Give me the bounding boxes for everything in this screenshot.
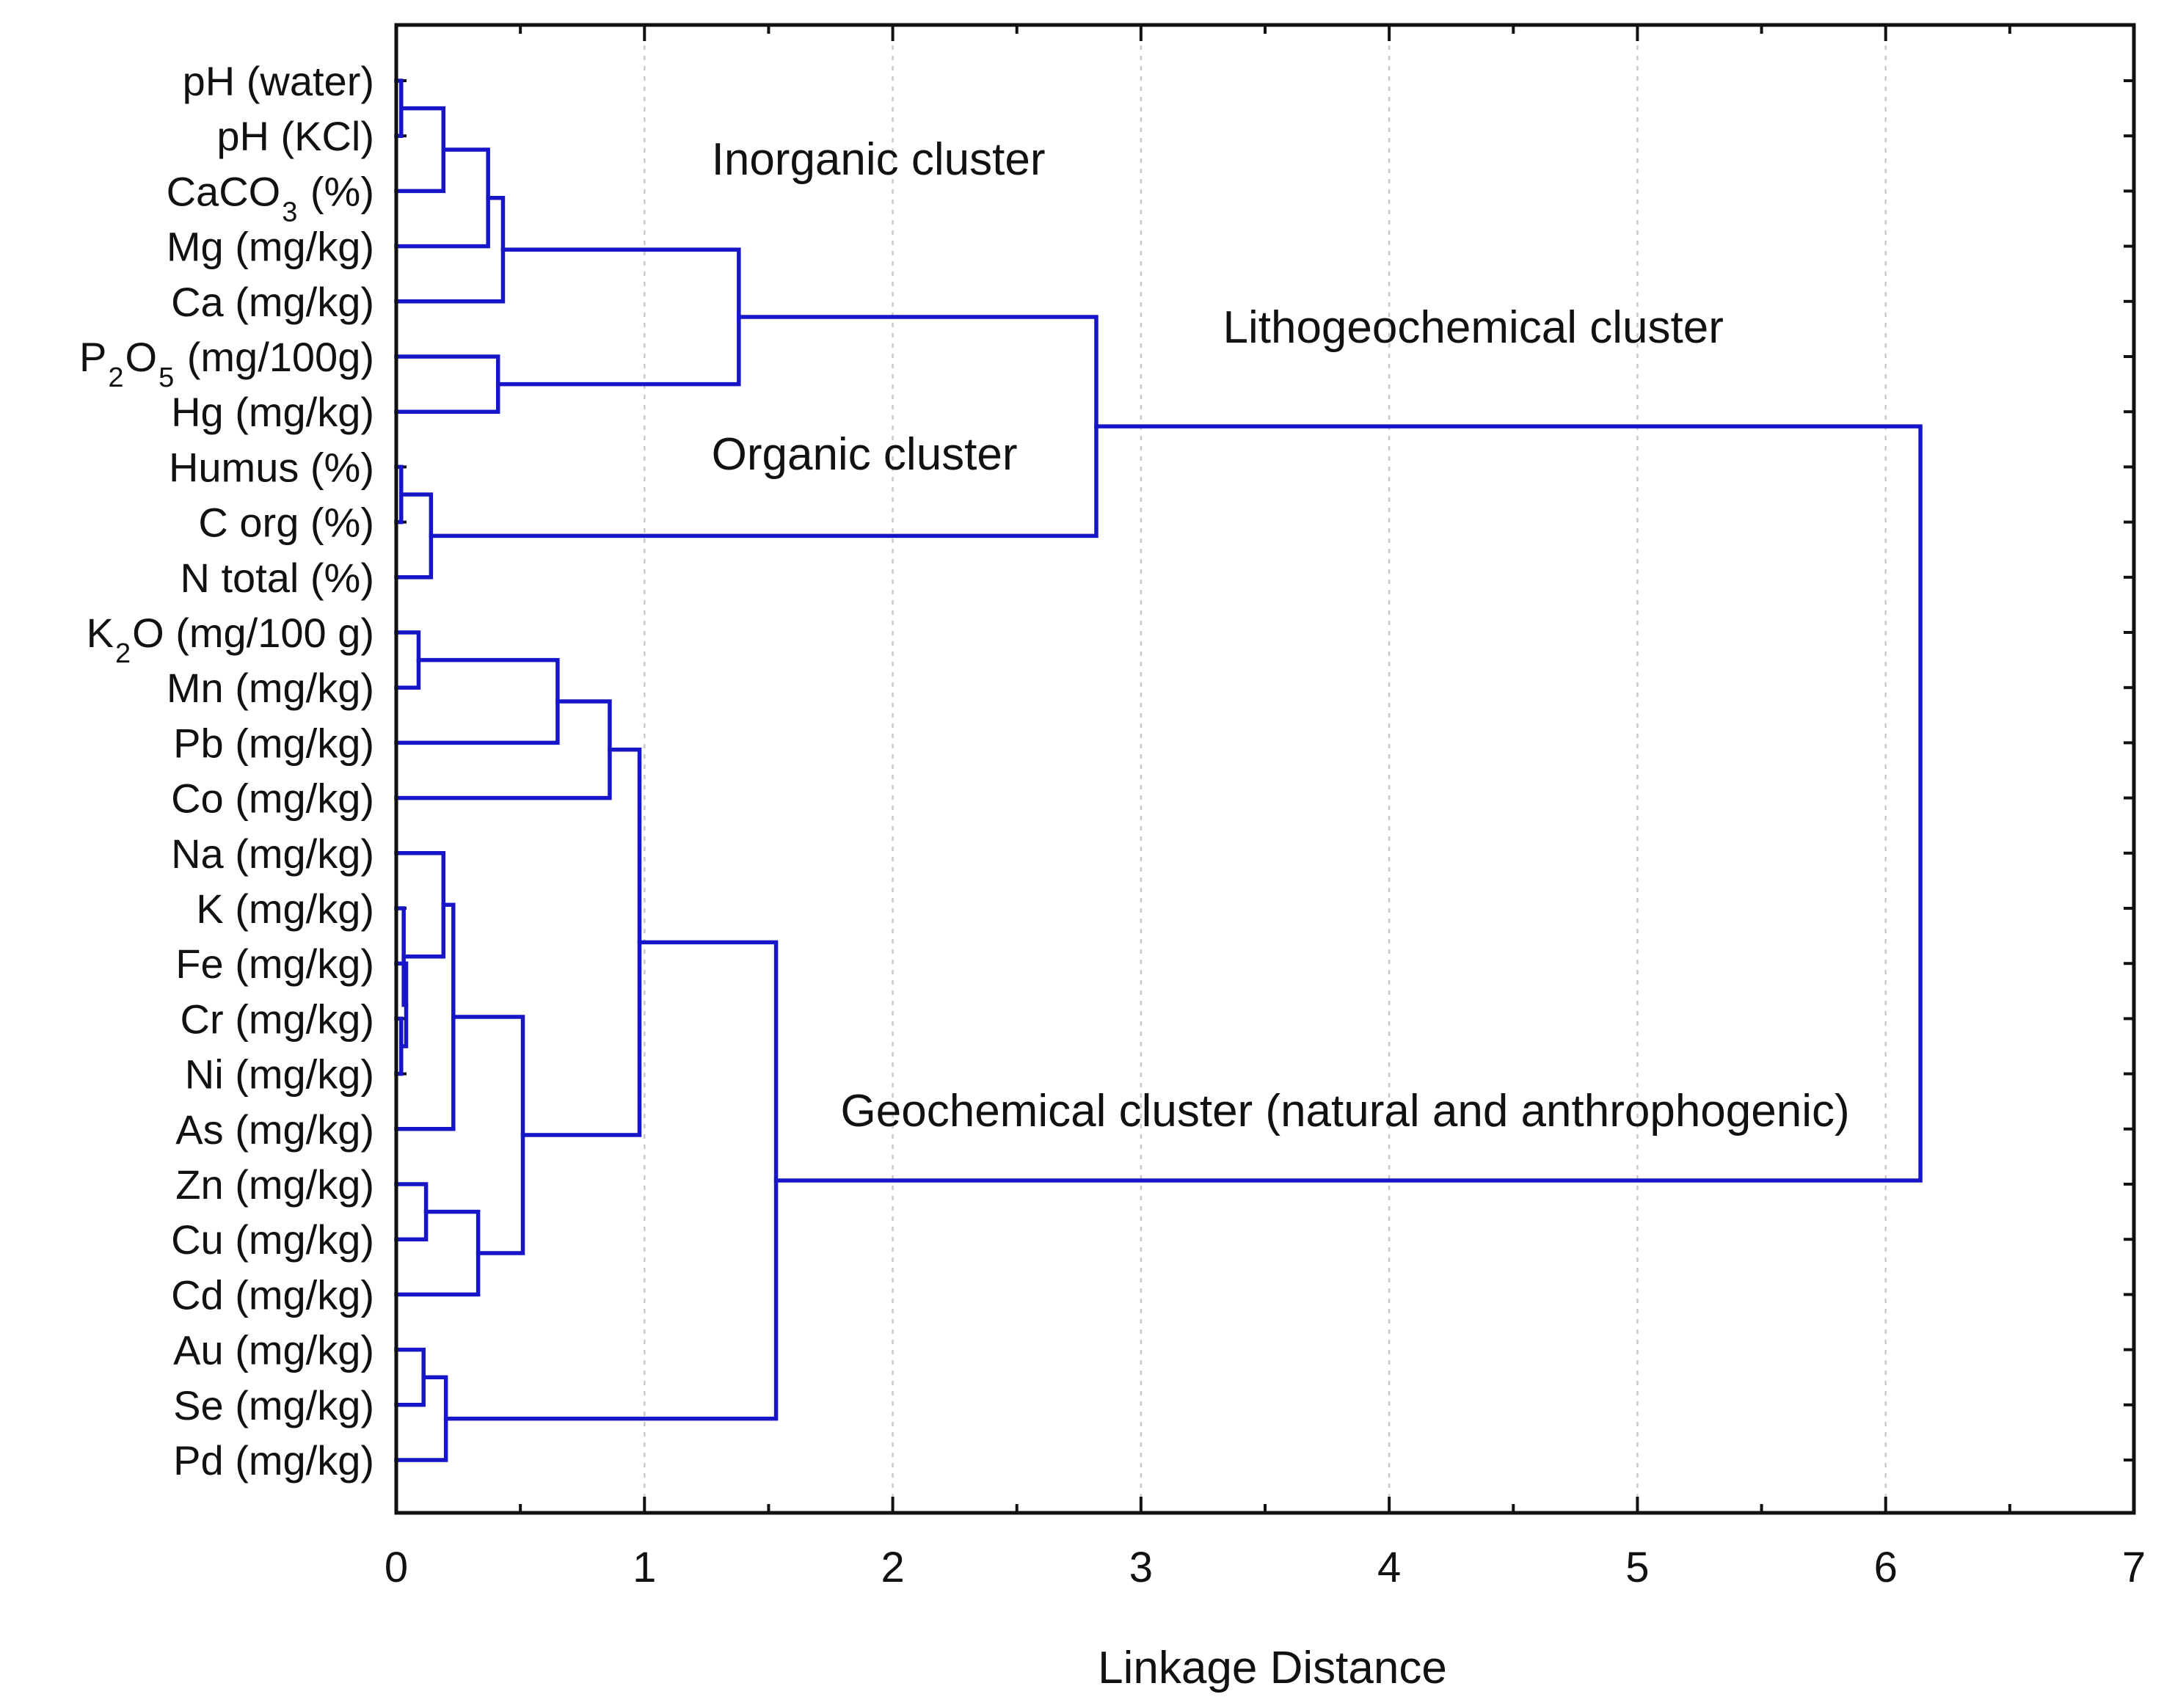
dendrogram-link	[429, 315, 1099, 539]
leaf-label: Zn (mg/kg)	[175, 1161, 374, 1208]
leaf-label: Mg (mg/kg)	[167, 224, 374, 270]
leaf-label: N total (%)	[181, 555, 375, 601]
x-tick-label: 5	[1625, 1544, 1649, 1591]
dendrogram-link	[451, 1015, 525, 1255]
dendrogram-link	[394, 1209, 481, 1297]
leaf-label: Na (mg/kg)	[171, 831, 374, 877]
grid-lines	[644, 25, 1887, 1513]
dendrogram-link	[394, 1375, 448, 1462]
dendrogram-link	[773, 424, 1923, 1183]
leaf-label: Mn (mg/kg)	[167, 665, 374, 711]
leaf-label: CaCO3 (%)	[167, 168, 374, 227]
cluster-annotation: Geochemical cluster (natural and anthrop…	[841, 1086, 1850, 1136]
leaf-label: Humus (%)	[169, 444, 374, 490]
leaf-label: Co (mg/kg)	[171, 775, 374, 822]
x-tick-label: 3	[1129, 1544, 1153, 1591]
leaf-label: Au (mg/kg)	[173, 1327, 374, 1373]
leaf-label: Pb (mg/kg)	[173, 720, 374, 766]
leaf-label: pH (KCl)	[216, 113, 374, 159]
dendrogram-link	[495, 247, 741, 387]
x-tick-label: 2	[881, 1544, 904, 1591]
leaf-label: Pd (mg/kg)	[173, 1437, 374, 1483]
leaf-label: Hg (mg/kg)	[171, 389, 374, 435]
dendrogram-link	[394, 106, 446, 194]
leaf-label: P2O5 (mg/100g)	[79, 334, 374, 393]
dendrogram-link	[394, 1182, 429, 1241]
dendrogram-link	[394, 1347, 426, 1407]
dendrogram-link	[520, 748, 642, 1137]
leaf-label: Fe (mg/kg)	[175, 941, 374, 987]
x-tick-label: 4	[1377, 1544, 1401, 1591]
leaf-label: Ca (mg/kg)	[171, 279, 374, 325]
x-tick-label: 7	[2122, 1544, 2146, 1591]
x-tick-labels: 0 1 2 3 4 5 6 7	[385, 1544, 2146, 1591]
dendrogram-link	[443, 940, 779, 1421]
x-axis-label: Linkage Distance	[1098, 1643, 1447, 1693]
leaf-label: As (mg/kg)	[175, 1106, 374, 1153]
leaf-label: Cu (mg/kg)	[171, 1216, 374, 1263]
cluster-annotation: Inorganic cluster	[712, 134, 1046, 185]
dendrogram-links	[394, 79, 1923, 1462]
cluster-annotations: Inorganic cluster Lithogeochemical cluste…	[712, 134, 1850, 1136]
leaf-label: C org (%)	[198, 500, 374, 546]
dendrogram-link	[394, 354, 500, 414]
leaf-label: K (mg/kg)	[196, 886, 374, 932]
leaf-label: pH (water)	[183, 58, 374, 104]
leaf-label: Cd (mg/kg)	[171, 1271, 374, 1318]
dendrogram-link	[394, 630, 421, 690]
plot-frame	[394, 23, 2136, 1515]
leaf-label: Ni (mg/kg)	[185, 1051, 374, 1098]
leaf-labels: pH (water) pH (KCl) CaCO3 (%)Mg (mg/kg) Ca …	[79, 58, 374, 1483]
dendrogram-link	[394, 699, 612, 800]
x-tick-label: 0	[385, 1544, 408, 1591]
cluster-annotation: Lithogeochemical cluster	[1223, 302, 1723, 353]
cluster-annotation: Organic cluster	[712, 429, 1018, 480]
x-tick-label: 6	[1874, 1544, 1898, 1591]
leaf-label: Se (mg/kg)	[173, 1382, 374, 1428]
x-tick-label: 1	[633, 1544, 656, 1591]
leaf-label: K2O (mg/100 g)	[87, 610, 374, 669]
leaf-label: Cr (mg/kg)	[181, 996, 374, 1042]
